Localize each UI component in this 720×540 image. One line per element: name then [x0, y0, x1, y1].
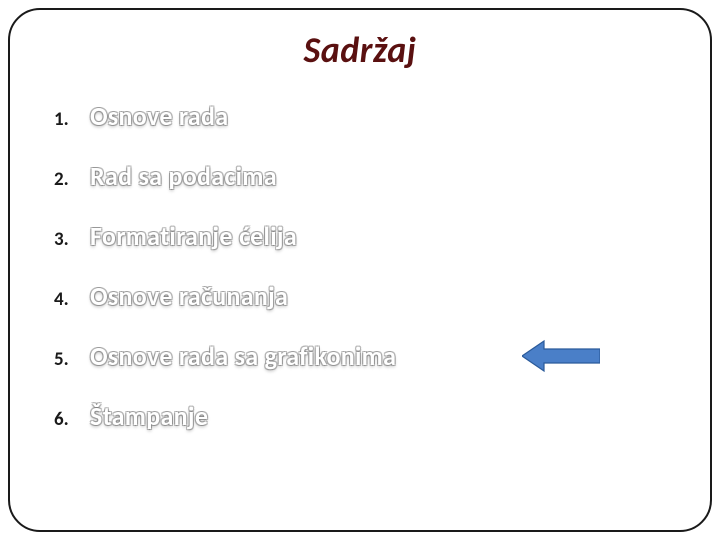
contents-list: 1. Osnove rada 2. Rad sa podacima 3. For… [48, 100, 672, 432]
item-label: Štampanje [90, 400, 208, 432]
list-item: 2. Rad sa podacima [54, 160, 672, 192]
item-label: Osnove rada sa grafikonima [90, 340, 396, 372]
arrow-left-icon [522, 339, 600, 373]
pointer-arrow [522, 339, 600, 373]
slide-title: Sadržaj [48, 28, 672, 72]
item-label: Formatiranje ćelija [90, 220, 297, 252]
item-label: Rad sa podacima [90, 160, 277, 192]
list-item: 1. Osnove rada [54, 100, 672, 132]
item-number: 5. [54, 348, 74, 371]
list-item: 4. Osnove računanja [54, 280, 672, 312]
item-number: 6. [54, 408, 74, 431]
list-item: 3. Formatiranje ćelija [54, 220, 672, 252]
item-number: 2. [54, 168, 74, 191]
slide-frame: Sadržaj 1. Osnove rada 2. Rad sa podacim… [8, 8, 712, 532]
item-number: 3. [54, 228, 74, 251]
list-item: 6. Štampanje [54, 400, 672, 432]
item-label: Osnove računanja [90, 280, 288, 312]
item-label: Osnove rada [90, 100, 228, 132]
item-number: 1. [54, 108, 74, 131]
item-number: 4. [54, 288, 74, 311]
list-item: 5. Osnove rada sa grafikonima [54, 340, 672, 372]
